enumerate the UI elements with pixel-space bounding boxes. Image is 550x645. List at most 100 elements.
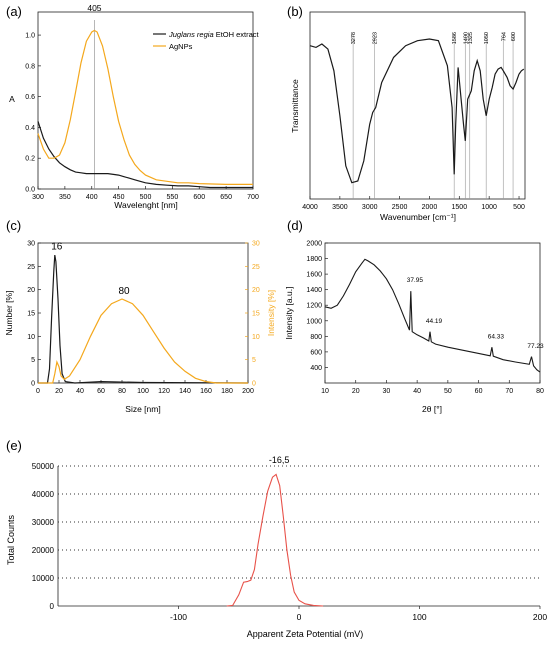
panel-c-xtick-label: 60 [97, 388, 105, 395]
panel-c-ytick-label: 25 [27, 264, 35, 271]
panel-d-xtick-label: 60 [475, 388, 483, 395]
panel-b-peak-label: 600 [511, 32, 517, 41]
panel-e-xtick-label: 200 [533, 612, 547, 622]
panel-c-ytick-label: 5 [31, 357, 35, 364]
panel-e-peak-label: -16,5 [269, 455, 290, 465]
panel-b-xtick-label: 3500 [332, 204, 348, 211]
panel-c-xtick-label: 200 [242, 388, 254, 395]
panel-a-ticks: 300 350 400 450 500 550 600 650 700 0.0 0.2 0.4 0.6 0… [25, 33, 259, 201]
panel-a-ylabel: A [9, 94, 15, 104]
panel-e-ytick-label: 0 [50, 602, 55, 611]
panel-d-xtick-label: 70 [505, 388, 513, 395]
panel-d-peak-label: 44.19 [426, 318, 443, 325]
panel-c-y2label: Intensity [%] [266, 290, 276, 336]
panel-c-peak-label: 16 [51, 242, 63, 253]
panel-c-dls: (c) 0 20 40 60 80 100 120 140 160 180 2000 05 510 101… [4, 218, 276, 414]
panel-c-y2tick-label: 15 [252, 311, 260, 318]
panel-b-xtick-label: 2000 [422, 204, 438, 211]
panel-e-ytick-label: 50000 [32, 462, 55, 471]
panel-a-series-line-0 [37, 121, 253, 189]
panel-c-y2tick-label: 20 [252, 287, 260, 294]
panel-b-peak-label: 1586 [452, 32, 458, 44]
panel-d-ylabel: Intensity [a.u.] [284, 287, 294, 340]
panel-c-ytick-label: 10 [27, 334, 35, 341]
panel-a-label: (a) [6, 4, 22, 19]
panel-d-plot-frame [324, 242, 541, 384]
panel-e-ytick-label: 30000 [32, 518, 55, 527]
legend-label-agnps: AgNPs [169, 42, 193, 51]
panel-d-xrd: (d) 10 20 30 40 50 60 70 80 400 600 800 1000 1200 140… [284, 218, 544, 414]
panel-c-xtick-label: 80 [118, 388, 126, 395]
panel-d-ytick-label: 1400 [306, 287, 322, 294]
panel-c-y2tick-label: 5 [252, 357, 256, 364]
panel-b-series-line-0 [309, 38, 525, 184]
panel-e-xlabel: Apparent Zeta Potential (mV) [247, 629, 364, 639]
panel-d-label: (d) [287, 218, 303, 233]
panel-c-xlabel: Size [nm] [125, 404, 160, 414]
panel-c-ytick-label: 15 [27, 311, 35, 318]
panel-d-ytick-label: 800 [310, 334, 322, 341]
panel-a-ytick-label: 1.0 [25, 33, 35, 40]
panel-c-series-line-1 [38, 298, 248, 384]
panel-a-ytick-label: 0.2 [25, 156, 35, 163]
panel-b-peak-label: 1050 [484, 32, 490, 44]
panel-d-ytick-label: 1800 [306, 256, 322, 263]
panel-b-xtick-label: 500 [513, 204, 525, 211]
panel-e-xtick-label: 100 [412, 612, 426, 622]
panel-a-xtick-label: 350 [59, 194, 71, 201]
panel-c-ytick-label: 30 [27, 241, 35, 248]
panel-b-peak-label: 1325 [468, 32, 474, 44]
panel-d-ytick-label: 400 [310, 365, 322, 372]
panel-a-series: 405 [37, 3, 253, 189]
panel-b-ftir: (b) 4000 3500 3000 2500 2000 1500 1000 500 3278… [287, 4, 526, 222]
panel-e-ylabel: Total Counts [6, 514, 16, 565]
panel-d-series: 37.95 44.19 64.33 77.23 [324, 258, 544, 373]
panel-e-ytick-label: 20000 [32, 546, 55, 555]
panel-c-xtick-label: 160 [200, 388, 212, 395]
panel-e-series-line-0 [226, 473, 324, 607]
panel-b-ylabel: Transmittance [290, 79, 300, 133]
panel-a-xtick-label: 700 [247, 194, 259, 201]
panel-a-ytick-label: 0.8 [25, 63, 35, 70]
panel-d-xtick-label: 10 [321, 388, 329, 395]
panel-b-xtick-label: 2500 [392, 204, 408, 211]
panel-b-peak-label: 764 [501, 32, 507, 41]
panel-a-xtick-label: 650 [220, 194, 232, 201]
legend-label-extract-italic: Juglans regia [168, 30, 214, 39]
panel-a-xtick-label: 400 [86, 194, 98, 201]
panel-c-ylabel: Number [%] [4, 291, 14, 336]
panel-e-zeta: (e) 0 10000 20000 30000 40000 50000 -100 0 100 20… [6, 438, 547, 639]
panel-b-label: (b) [287, 4, 303, 19]
panel-d-ytick-label: 2000 [306, 241, 322, 248]
panel-e-ytick-label: 10000 [32, 574, 55, 583]
panel-a-xlabel: Wavelenght [nm] [114, 200, 177, 210]
panel-a-xtick-label: 600 [193, 194, 205, 201]
panel-a-xtick-label: 500 [140, 194, 152, 201]
panel-c-xtick-label: 180 [221, 388, 233, 395]
panel-c-ytick-label: 0 [31, 381, 35, 388]
panel-d-series-line-0 [324, 258, 541, 373]
panel-b-xtick-label: 4000 [302, 204, 318, 211]
panel-c-xtick-label: 20 [55, 388, 63, 395]
panel-d-ytick-label: 1000 [306, 318, 322, 325]
panel-c-xtick-label: 140 [179, 388, 191, 395]
panel-d-xlabel: 2θ [°] [422, 404, 442, 414]
panel-b-peak-label: 3278 [351, 32, 357, 44]
panel-c-xtick-label: 40 [76, 388, 84, 395]
panel-b-xtick-label: 3000 [362, 204, 378, 211]
panel-d-xtick-label: 50 [444, 388, 452, 395]
panel-b-xlabel: Wavenumber [cm⁻¹] [380, 212, 456, 222]
panel-c-peak-label: 80 [118, 286, 130, 297]
panel-a-ytick-label: 0.4 [25, 125, 35, 132]
panel-d-xtick-label: 30 [383, 388, 391, 395]
panel-e-series: -16,5 [226, 455, 324, 607]
panel-b-ticks: 4000 3500 3000 2500 2000 1500 1000 500 [302, 196, 525, 211]
legend-label-extract: Juglans regia EtOH extract [168, 30, 260, 39]
panel-d-xtick-label: 20 [352, 388, 360, 395]
panel-a-ytick-label: 0.6 [25, 94, 35, 101]
panel-a-series-line-1 [37, 29, 253, 185]
